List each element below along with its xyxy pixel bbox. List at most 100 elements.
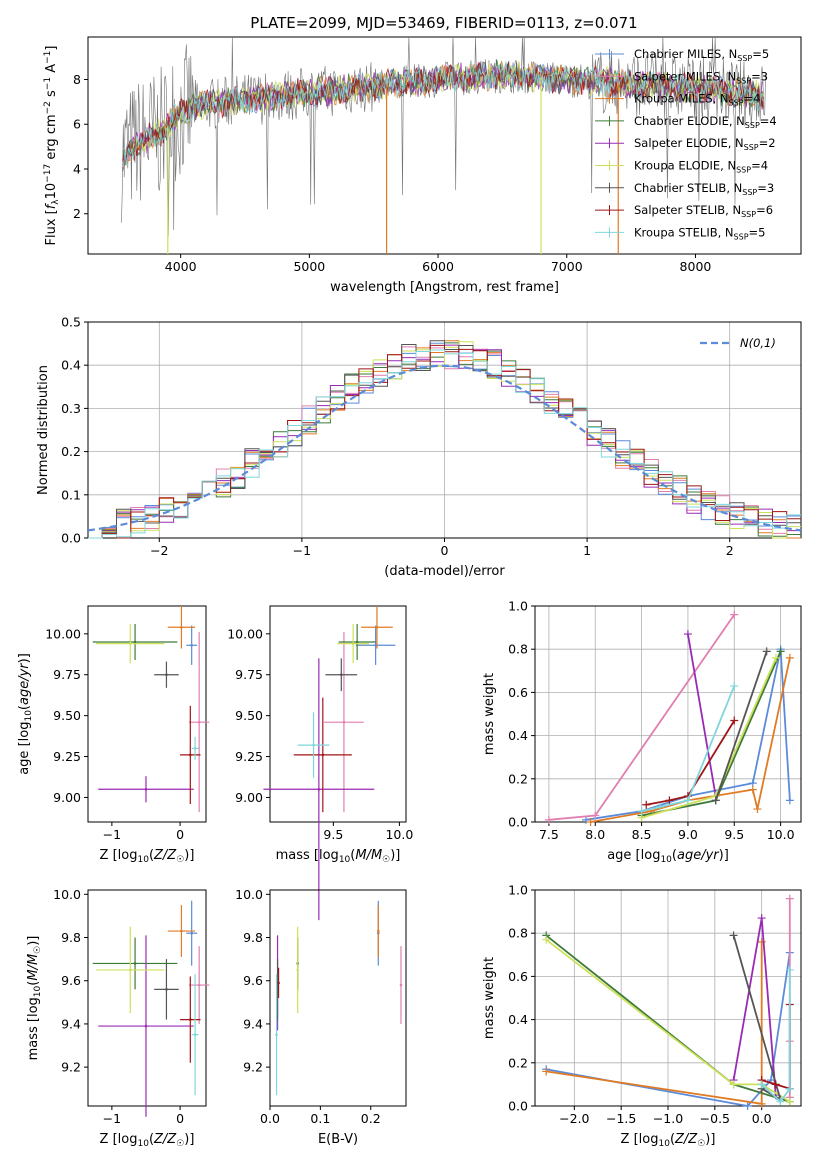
age-vs-mass-point bbox=[375, 625, 379, 629]
weight-vs-age-series-marker bbox=[683, 796, 692, 805]
weight-vs-age-ytick-label: 0.6 bbox=[508, 685, 528, 700]
mass-vs-ebv-ytick-label: 9.4 bbox=[243, 1016, 263, 1031]
weight-vs-Z-series-line bbox=[761, 969, 791, 1104]
mass-vs-Z-point bbox=[190, 931, 193, 935]
weight-vs-age-series-marker bbox=[771, 653, 780, 662]
weight-vs-age-series-line bbox=[687, 633, 717, 797]
weight-vs-age-xtick-label: 8.5 bbox=[632, 827, 652, 842]
weight-vs-age-xtick-label: 9.5 bbox=[724, 827, 744, 842]
weight-vs-age-ytick-label: 0.0 bbox=[508, 815, 528, 830]
weight-vs-Z-series-marker bbox=[771, 1080, 780, 1089]
weight-vs-age-series-line bbox=[714, 651, 768, 801]
age-vs-Z-point bbox=[180, 625, 183, 629]
mass-vs-Z-xlabel: Z [log10(Z/Z☉)] bbox=[100, 1132, 195, 1149]
age-vs-Z-point bbox=[193, 747, 197, 750]
weight-vs-Z-series-marker bbox=[785, 1097, 794, 1106]
age-vs-Z-points bbox=[92, 606, 210, 813]
weight-vs-age-axes: 7.5 8.0 8.5 9.0 9.5 10.0 0.0 0.2 0.4 0.6 0.8 1.0 age… bbox=[482, 599, 802, 865]
spectrum-xtick-label: 8000 bbox=[680, 259, 712, 274]
age-vs-mass-xlabel: mass [log10(M/M☉)] bbox=[276, 848, 401, 865]
weight-vs-age-series-line bbox=[641, 685, 736, 813]
mass-vs-ebv-ytick-label: 9.6 bbox=[243, 973, 263, 988]
spectrum-xtick-label: 5000 bbox=[293, 259, 325, 274]
weight-vs-age-series-marker bbox=[642, 800, 651, 809]
weight-vs-Z-xlabel: Z [log10(Z/Z☉)] bbox=[621, 1132, 716, 1149]
mass-vs-Z-point bbox=[189, 1018, 192, 1021]
weight-vs-Z-series-marker bbox=[729, 1080, 738, 1089]
weight-vs-age-ytick-label: 1.0 bbox=[508, 599, 528, 614]
weight-vs-Z-xtick-label: −1.5 bbox=[606, 1111, 636, 1126]
age-vs-Z-xtick-label: −1 bbox=[103, 827, 121, 842]
weight-vs-age-ytick-label: 0.8 bbox=[508, 642, 528, 657]
age-vs-Z-point bbox=[190, 643, 193, 647]
residual-xtick-label: 2 bbox=[726, 543, 734, 558]
weight-vs-age-series-marker bbox=[762, 647, 771, 656]
age-vs-Z-xlabel: Z [log10(Z/Z☉)] bbox=[100, 848, 195, 865]
mass-vs-ebv-xtick-label: 0.1 bbox=[310, 1111, 330, 1126]
mass-vs-Z-ytick-label: 9.2 bbox=[61, 1060, 81, 1075]
age-vs-mass-point bbox=[321, 753, 325, 757]
age-vs-mass-point bbox=[340, 673, 343, 677]
normal-reference-curve bbox=[87, 364, 802, 532]
spectrum-xlabel: wavelength [Angstrom, rest frame] bbox=[330, 280, 559, 295]
mass-vs-ebv-axes: 0.0 0.1 0.2 9.2 9.4 9.6 9.8 10.0 E(B-V) bbox=[235, 887, 407, 1147]
mass-vs-ebv-frame bbox=[269, 889, 407, 1107]
mass-vs-Z-point bbox=[180, 929, 183, 933]
weight-vs-age-series-marker bbox=[665, 796, 674, 805]
weight-vs-Z-series-marker bbox=[785, 965, 794, 974]
mass-vs-ebv-point bbox=[376, 929, 380, 933]
weight-vs-age-series-marker bbox=[586, 818, 595, 826]
weight-vs-age-ytick-label: 0.2 bbox=[508, 771, 528, 786]
mass-vs-ebv-point bbox=[277, 981, 280, 985]
legend-entry: Kroupa STELIB, NSSP=5 bbox=[634, 225, 765, 241]
model-spectrum-line bbox=[122, 61, 764, 168]
residual-ytick-label: 0.5 bbox=[61, 315, 81, 330]
weight-vs-Z-ytick-label: 0.6 bbox=[508, 969, 528, 984]
mass-vs-ebv-point bbox=[275, 1033, 278, 1037]
weight-vs-age-series-marker bbox=[730, 681, 739, 690]
age-vs-mass-point bbox=[312, 743, 315, 747]
mass-vs-ebv-ytick-label: 10.0 bbox=[235, 887, 263, 902]
weight-vs-Z-ytick-label: 0.8 bbox=[508, 926, 528, 941]
spectrum-title: PLATE=2099, MJD=53469, FIBERID=0113, z=0… bbox=[250, 14, 637, 32]
weight-vs-Z-series-marker bbox=[757, 1099, 766, 1108]
age-vs-Z-ytick-label: 9.00 bbox=[53, 790, 81, 805]
age-vs-mass-ytick-label: 9.25 bbox=[235, 749, 263, 764]
weight-vs-Z-ytick-label: 0.4 bbox=[508, 1012, 528, 1027]
spectrum-frame bbox=[87, 36, 802, 255]
residual-ylabel: Normed distribution bbox=[36, 365, 51, 495]
age-vs-mass-xtick-label: 9.5 bbox=[323, 827, 343, 842]
age-vs-mass-xtick-label: 10.0 bbox=[385, 827, 413, 842]
weight-vs-age-series-line bbox=[590, 657, 791, 823]
weight-vs-Z-series-marker bbox=[729, 931, 738, 940]
weight-vs-age-series-marker bbox=[776, 647, 785, 656]
age-vs-Z-point bbox=[197, 720, 201, 724]
age-vs-Z-axes: −1 0 9.00 9.25 9.50 9.75 10.00 Z [log10(Z/Z☉)] a… bbox=[17, 605, 207, 865]
residual-ytick-label: 0.3 bbox=[61, 401, 81, 416]
weight-vs-Z-xtick-label: −2.0 bbox=[559, 1111, 589, 1126]
mass-vs-Z-xtick-label: 0 bbox=[176, 1111, 184, 1126]
age-vs-Z-point bbox=[165, 673, 168, 677]
mass-vs-Z-point bbox=[197, 983, 201, 987]
weight-vs-age-xtick-label: 9.0 bbox=[678, 827, 698, 842]
weight-vs-age-series-marker bbox=[683, 630, 692, 639]
mass-vs-Z-xtick-label: −1 bbox=[103, 1111, 121, 1126]
age-vs-mass-frame bbox=[269, 605, 407, 823]
residual-xlabel: (data-model)/error bbox=[384, 564, 505, 579]
age-vs-mass-ytick-label: 10.00 bbox=[227, 626, 263, 641]
spectrum-ytick-label: 2 bbox=[73, 206, 81, 221]
age-vs-mass-point bbox=[351, 642, 355, 645]
age-vs-mass-ytick-label: 9.50 bbox=[235, 708, 263, 723]
weight-vs-age-xtick-label: 8.0 bbox=[585, 827, 605, 842]
legend-entry: Chabrier STELIB, NSSP=3 bbox=[634, 181, 774, 197]
legend-entry: Salpeter MILES, NSSP=3 bbox=[634, 69, 768, 85]
weight-vs-Z-series-marker bbox=[785, 894, 794, 903]
legend-entry: Salpeter STELIB, NSSP=6 bbox=[634, 203, 773, 219]
weight-vs-Z-series-marker bbox=[542, 935, 551, 944]
spectrum-xtick-label: 7000 bbox=[551, 259, 583, 274]
age-vs-Z-ytick-label: 9.25 bbox=[53, 749, 81, 764]
weight-vs-age-series-marker bbox=[785, 653, 794, 662]
age-vs-Z-ytick-label: 9.50 bbox=[53, 708, 81, 723]
mass-vs-ebv-point bbox=[399, 983, 403, 987]
